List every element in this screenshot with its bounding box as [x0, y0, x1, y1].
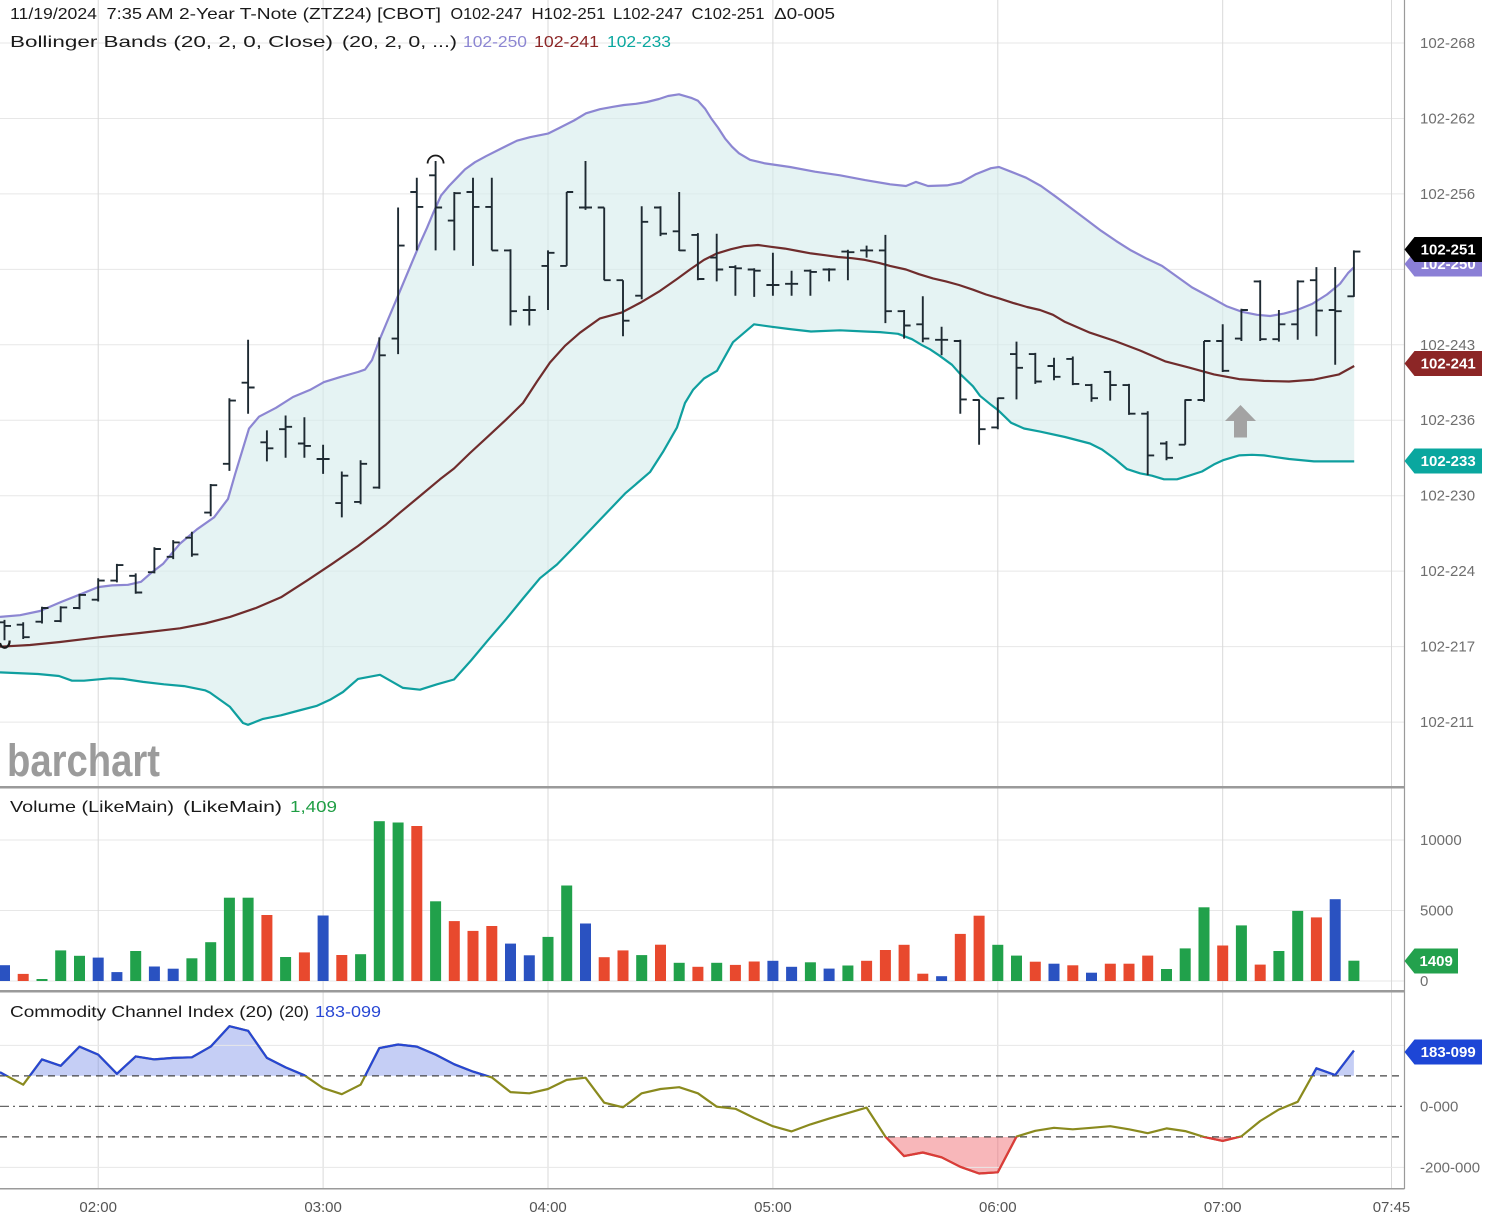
svg-text:102-224: 102-224	[1420, 563, 1475, 580]
svg-text:C102-251: C102-251	[692, 6, 765, 23]
svg-text:1,409: 1,409	[290, 799, 337, 816]
svg-text:102-233: 102-233	[1421, 453, 1476, 470]
svg-text:Volume (LikeMain): Volume (LikeMain)	[10, 799, 174, 816]
svg-text:102-230: 102-230	[1420, 488, 1475, 505]
svg-text:102-262: 102-262	[1420, 111, 1475, 128]
svg-text:183-099: 183-099	[1421, 1044, 1476, 1061]
svg-text:04:00: 04:00	[529, 1199, 567, 1216]
svg-text:05:00: 05:00	[754, 1199, 792, 1216]
svg-text:02:00: 02:00	[79, 1199, 117, 1216]
svg-text:102-250: 102-250	[463, 34, 527, 51]
svg-text:H102-251: H102-251	[532, 6, 606, 23]
svg-text:(20): (20)	[279, 1004, 309, 1021]
svg-text:102-236: 102-236	[1420, 412, 1475, 429]
svg-text:7:35 AM: 7:35 AM	[107, 6, 174, 23]
svg-text:03:00: 03:00	[304, 1199, 342, 1216]
svg-text:183-099: 183-099	[315, 1004, 381, 1021]
svg-text:Commodity Channel Index (20): Commodity Channel Index (20)	[10, 1004, 273, 1021]
svg-text:5000: 5000	[1420, 903, 1453, 920]
svg-text:11/19/2024: 11/19/2024	[10, 6, 97, 23]
svg-text:102-233: 102-233	[607, 34, 671, 51]
svg-text:(20, 2, 0, ...): (20, 2, 0, ...)	[342, 34, 457, 51]
svg-text:L102-247: L102-247	[613, 6, 683, 23]
svg-text:102-217: 102-217	[1420, 639, 1475, 656]
svg-text:102-251: 102-251	[1421, 242, 1476, 259]
svg-text:Bollinger Bands (20, 2, 0, Clo: Bollinger Bands (20, 2, 0, Close)	[10, 34, 333, 51]
svg-text:10000: 10000	[1420, 832, 1462, 849]
svg-text:102-241: 102-241	[1421, 356, 1476, 373]
svg-text:Δ0-005: Δ0-005	[774, 6, 835, 23]
svg-text:O102-247: O102-247	[451, 6, 523, 23]
svg-text:07:45: 07:45	[1373, 1199, 1411, 1216]
svg-text:102-241: 102-241	[534, 34, 599, 51]
svg-text:barchart: barchart	[7, 735, 160, 786]
svg-text:0-000: 0-000	[1420, 1098, 1458, 1115]
svg-text:06:00: 06:00	[979, 1199, 1017, 1216]
svg-text:0: 0	[1420, 973, 1428, 990]
svg-text:(LikeMain): (LikeMain)	[183, 799, 282, 816]
svg-text:102-256: 102-256	[1420, 186, 1475, 203]
svg-text:-200-000: -200-000	[1420, 1159, 1480, 1176]
svg-text:07:00: 07:00	[1204, 1199, 1242, 1216]
svg-text:1409: 1409	[1420, 953, 1453, 970]
svg-text:102-211: 102-211	[1420, 714, 1474, 731]
svg-text:102-243: 102-243	[1420, 337, 1475, 354]
svg-text:102-268: 102-268	[1420, 35, 1475, 52]
svg-text:2-Year T-Note (ZTZ24) [CBOT]: 2-Year T-Note (ZTZ24) [CBOT]	[179, 6, 441, 23]
